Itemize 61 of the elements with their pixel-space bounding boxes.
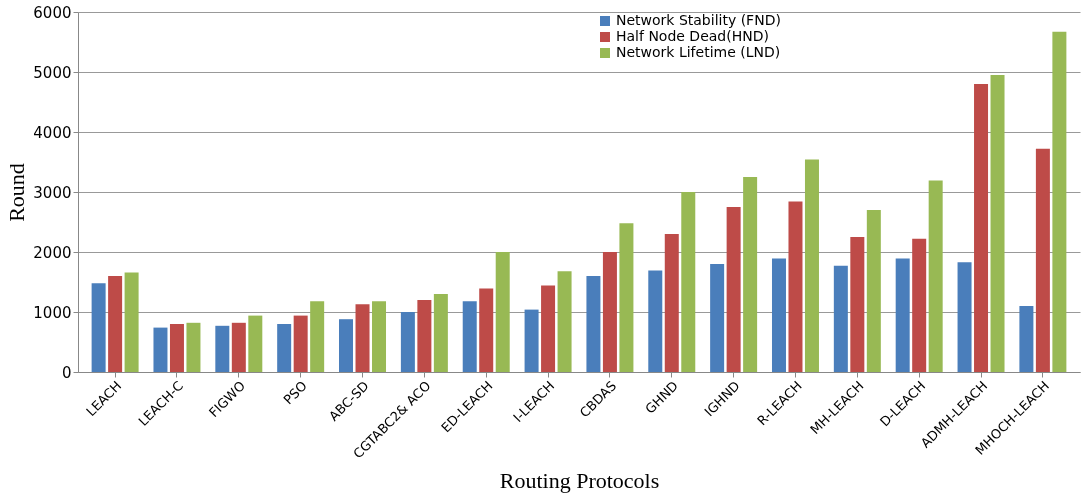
y-tick-label: 0 [61, 363, 72, 382]
bar [293, 315, 308, 372]
bar [804, 159, 819, 372]
bar [726, 207, 741, 372]
bar [710, 264, 725, 372]
bar [648, 270, 663, 372]
y-axis-title: Round [4, 163, 30, 222]
bar [619, 223, 634, 372]
bar [586, 276, 601, 372]
bar [1019, 306, 1034, 372]
bar [462, 301, 477, 372]
y-tick-label: 2000 [33, 243, 72, 262]
bar [231, 322, 246, 372]
y-tick-label: 1000 [33, 303, 72, 322]
legend-label: Half Node Dead(HND) [616, 28, 769, 44]
bar [1035, 148, 1050, 372]
y-tick-label: 3000 [33, 183, 72, 202]
bar [912, 238, 927, 372]
bar [355, 304, 370, 372]
bar [974, 84, 989, 372]
bar [743, 177, 758, 372]
x-tick-label: PSO [280, 378, 310, 408]
bar [479, 288, 494, 372]
bar [433, 294, 448, 372]
legend-label: Network Lifetime (LND) [616, 44, 781, 60]
bar [372, 301, 387, 372]
bar [681, 192, 696, 372]
bar [215, 325, 230, 372]
bar [895, 258, 910, 372]
bar [400, 312, 415, 372]
bar [91, 283, 106, 372]
bar [928, 180, 943, 372]
bar [850, 237, 865, 372]
y-tick-label: 5000 [33, 63, 72, 82]
bar [541, 285, 556, 372]
bar [277, 324, 292, 372]
bar [557, 271, 572, 372]
bar [788, 201, 803, 372]
bar [957, 262, 972, 372]
bar [1052, 31, 1067, 372]
legend-label: Network Stability (FND) [616, 12, 781, 28]
bar [866, 210, 881, 372]
bar [524, 309, 539, 372]
bar [153, 327, 168, 372]
bar [124, 272, 139, 372]
bar [186, 322, 201, 372]
bar [602, 252, 617, 372]
bar [339, 319, 354, 372]
bar [495, 252, 510, 372]
bar [771, 258, 786, 372]
bar [990, 75, 1005, 372]
x-axis-title: Routing Protocols [499, 468, 660, 494]
bar [310, 301, 325, 372]
bar [664, 234, 679, 372]
y-tick-label: 6000 [33, 3, 72, 22]
bar [248, 315, 263, 372]
bar [169, 324, 184, 372]
bar [417, 300, 432, 372]
bar [833, 265, 848, 372]
y-tick-label: 4000 [33, 123, 72, 142]
bar [108, 276, 123, 372]
